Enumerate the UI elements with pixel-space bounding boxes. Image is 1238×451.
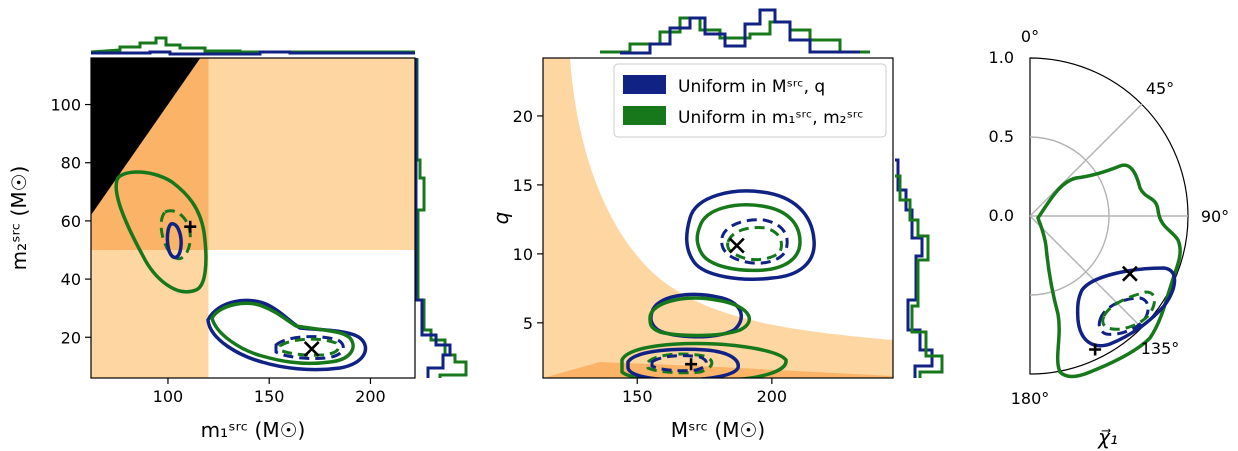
radial-tick-label: 0.0 xyxy=(989,206,1014,225)
angle-tick-label: 0° xyxy=(1021,27,1039,46)
polar-axis-label: χ⃗₁ xyxy=(1097,425,1118,449)
right-histogram-blue xyxy=(895,158,934,378)
left-x-ticks: 100 150 200 xyxy=(153,378,386,406)
angle-tick-label: 135° xyxy=(1141,339,1180,358)
polar-radial-ticks: 0.0 0.5 1.0 xyxy=(989,48,1014,225)
contour-blue-dashed-lower xyxy=(274,335,345,360)
middle-y-tick-label: 20 xyxy=(513,107,533,126)
left-x-tick-label: 150 xyxy=(254,387,285,406)
left-y-ticks: 20 40 60 80 100 xyxy=(50,96,91,347)
top-histogram-green xyxy=(90,36,415,54)
radial-tick-label: 0.5 xyxy=(989,127,1014,146)
contour-green-outer-upper xyxy=(695,203,802,273)
polar-markers xyxy=(1089,265,1138,356)
x-marker xyxy=(303,340,320,357)
contour-green-outer-lower xyxy=(210,301,355,366)
left-y-tick-label: 60 xyxy=(61,212,81,231)
top-histogram-blue xyxy=(620,8,860,55)
contour-green-inner xyxy=(159,209,192,261)
radial-tick-label: 1.0 xyxy=(989,48,1014,67)
contour-blue-outer-upper xyxy=(685,189,816,281)
contour-blue-dashed-lower xyxy=(650,354,708,373)
angle-tick-label: 90° xyxy=(1201,207,1229,226)
contour-green-outer xyxy=(114,170,208,294)
legend-frame xyxy=(613,63,887,138)
middle-x-ticks: 150 200 xyxy=(622,378,787,406)
right-panel: 0.0 0.5 1.0 0° 45° 90° 135° 180° χ⃗₁ xyxy=(989,27,1230,449)
left-axes-frame xyxy=(90,57,416,379)
angle-tick-label: 45° xyxy=(1146,79,1174,98)
middle-y-ticks: 5 10 15 20 xyxy=(513,107,543,333)
middle-y-tick-label: 15 xyxy=(513,176,533,195)
contour-blue-inner xyxy=(165,222,183,260)
middle-markers xyxy=(685,237,745,371)
plus-marker xyxy=(184,220,197,233)
contour-blue-outer-lower xyxy=(206,298,368,372)
x-marker xyxy=(728,237,745,254)
left-y-axis-label: m₂ˢʳᶜ (M☉) xyxy=(7,166,31,271)
contour-blue-dashed-upper xyxy=(720,218,789,265)
middle-axes-frame xyxy=(542,57,894,379)
legend-label-blue: Uniform in Mˢʳᶜ, q xyxy=(678,77,825,97)
contour-blue-lower xyxy=(626,347,740,378)
polar-contour-blue-outer xyxy=(1075,266,1177,348)
middle-x-tick-label: 150 xyxy=(622,387,653,406)
legend: Uniform in Mˢʳᶜ, q Uniform in m₁ˢʳᶜ, m₂ˢ… xyxy=(613,63,887,138)
excluded-region-light xyxy=(208,58,415,250)
middle-x-tick-label: 200 xyxy=(757,387,788,406)
left-y-tick-label: 80 xyxy=(61,154,81,173)
angle-tick-label: 180° xyxy=(1011,389,1050,408)
polar-grid-spoke-45 xyxy=(1029,103,1143,217)
right-histogram-green xyxy=(415,58,468,378)
polar-contour-green-dashed xyxy=(1101,290,1156,331)
left-y-tick-label: 20 xyxy=(61,328,81,347)
polar-outline xyxy=(1029,57,1189,375)
contour-green-mid xyxy=(648,296,752,338)
contour-green-lower xyxy=(620,341,788,378)
contour-green-dashed-lower xyxy=(278,337,340,357)
left-y-tick-label: 100 xyxy=(50,96,81,115)
legend-swatch-green xyxy=(623,106,666,125)
right-histogram-blue xyxy=(414,58,452,378)
excluded-region-dark xyxy=(543,362,893,378)
left-x-tick-label: 100 xyxy=(153,387,184,406)
left-x-axis-label: m₁ˢʳᶜ (M☉) xyxy=(201,418,306,442)
excluded-region-light xyxy=(543,58,893,378)
middle-contours xyxy=(620,189,816,378)
plus-marker xyxy=(685,358,698,371)
middle-x-axis-label: Mˢʳᶜ (M☉) xyxy=(671,418,765,442)
legend-label-green: Uniform in m₁ˢʳᶜ, m₂ˢʳᶜ xyxy=(678,108,864,128)
left-x-tick-label: 200 xyxy=(355,387,386,406)
middle-panel: Uniform in Mˢʳᶜ, q Uniform in m₁ˢʳᶜ, m₂ˢ… xyxy=(489,8,944,442)
middle-y-tick-label: 5 xyxy=(523,314,533,333)
polar-angle-ticks: 0° 45° 90° 135° 180° xyxy=(1011,27,1229,408)
polar-contour-green-outer xyxy=(1036,163,1182,379)
left-contours xyxy=(114,170,368,372)
top-histogram-green xyxy=(600,16,870,54)
left-excluded-regions xyxy=(91,58,415,378)
middle-y-tick-label: 10 xyxy=(513,245,533,264)
left-panel: 100 150 200 20 40 60 80 100 m₁ˢʳᶜ (M☉) m₂ˢʳᶜ (… xyxy=(7,36,468,442)
polar-grid-spoke-135 xyxy=(1029,215,1143,329)
left-markers xyxy=(184,220,320,357)
polar-contour-blue-dashed xyxy=(1097,296,1150,336)
left-y-tick-label: 40 xyxy=(61,270,81,289)
plus-marker xyxy=(1089,343,1102,356)
right-histogram-green xyxy=(895,174,944,378)
top-histogram-blue xyxy=(91,50,415,56)
x-marker xyxy=(1121,265,1138,282)
contour-green-dashed-lower xyxy=(646,352,714,375)
middle-y-axis-label: q xyxy=(489,212,513,225)
legend-swatch-blue xyxy=(623,75,666,94)
contour-blue-mid xyxy=(649,292,744,339)
